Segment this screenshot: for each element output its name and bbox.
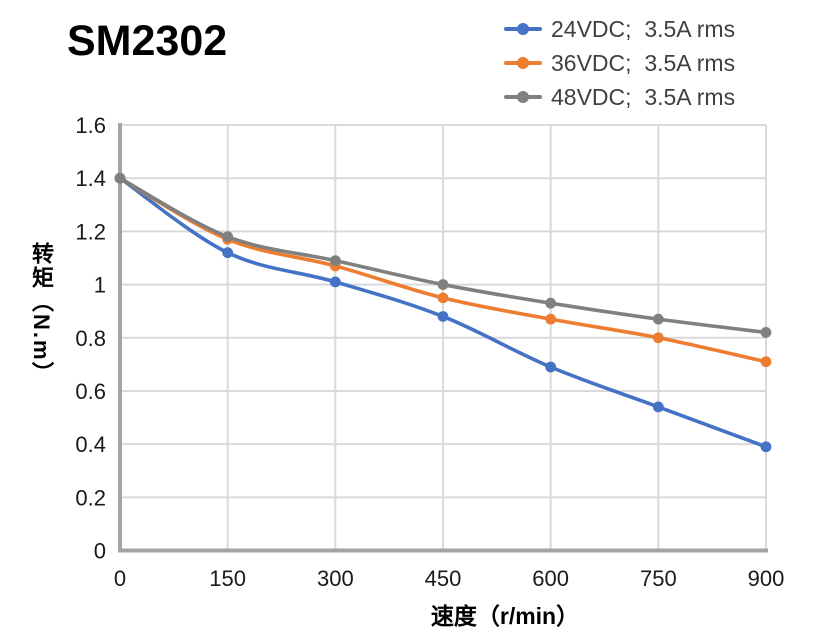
legend-line-marker-icon xyxy=(504,23,542,35)
x-tick-label: 900 xyxy=(748,566,785,591)
data-point-marker-36vdc xyxy=(545,313,557,325)
data-point-marker-36vdc xyxy=(760,356,772,368)
legend-line-marker-icon xyxy=(504,57,542,69)
y-axis-title: 转矩（N.m） xyxy=(29,242,54,386)
legend-item-48vdc: 48VDC; 3.5A rms xyxy=(504,83,735,111)
data-point-marker-48vdc xyxy=(222,231,234,243)
x-tick-label: 300 xyxy=(317,566,354,591)
chart-title: SM2302 xyxy=(67,17,228,65)
gridlines xyxy=(120,124,767,551)
data-point-marker-48vdc xyxy=(760,327,772,338)
data-point-marker-24vdc xyxy=(329,276,341,288)
x-tick-label: 750 xyxy=(640,566,677,591)
legend-item-24vdc: 24VDC; 3.5A rms xyxy=(504,15,735,43)
data-point-marker-36vdc xyxy=(652,332,664,344)
data-point-marker-48vdc xyxy=(545,297,557,309)
data-point-marker-36vdc xyxy=(437,292,449,304)
legend-label: 36VDC; 3.5A rms xyxy=(551,49,736,76)
data-point-marker-24vdc xyxy=(222,247,234,259)
x-tick-label: 150 xyxy=(209,566,246,591)
y-tick-label: 1.6 xyxy=(75,113,106,138)
data-point-marker-24vdc xyxy=(545,361,557,373)
legend-label: 48VDC; 3.5A rms xyxy=(551,83,736,110)
y-tick-label: 0.4 xyxy=(75,432,106,457)
x-axis-title: 速度（r/min） xyxy=(430,603,580,629)
data-point-marker-24vdc xyxy=(652,401,664,413)
x-tick-label: 0 xyxy=(114,566,126,591)
data-point-marker-24vdc xyxy=(437,311,449,322)
y-tick-label: 1 xyxy=(94,273,106,298)
data-point-marker-48vdc xyxy=(114,172,126,184)
data-series xyxy=(114,172,772,453)
legend-item-36vdc: 36VDC; 3.5A rms xyxy=(504,49,735,77)
legend-line-marker-icon xyxy=(504,91,542,103)
axis-lines xyxy=(118,123,768,553)
tick-labels: 0 150 300 450 600 750 900 0 0.2 0.4 0.6 0.8 1 1.2 1.4 1… xyxy=(75,113,784,591)
data-point-marker-48vdc xyxy=(329,255,341,267)
y-tick-label: 1.4 xyxy=(75,166,106,191)
y-tick-label: 1.2 xyxy=(75,219,106,244)
data-point-marker-48vdc xyxy=(652,313,664,325)
data-point-marker-24vdc xyxy=(760,441,772,453)
data-point-marker-48vdc xyxy=(437,279,449,290)
y-tick-label: 0.8 xyxy=(75,326,106,351)
y-tick-label: 0.6 xyxy=(75,379,106,404)
x-tick-label: 450 xyxy=(425,566,462,591)
y-tick-label: 0 xyxy=(94,539,106,564)
y-tick-label: 0.2 xyxy=(75,485,106,510)
x-tick-label: 600 xyxy=(532,566,569,591)
legend-label: 24VDC; 3.5A rms xyxy=(551,15,736,42)
legend: 24VDC; 3.5A rms 36VDC; 3.5A rms 48VDC; 3… xyxy=(504,15,735,111)
